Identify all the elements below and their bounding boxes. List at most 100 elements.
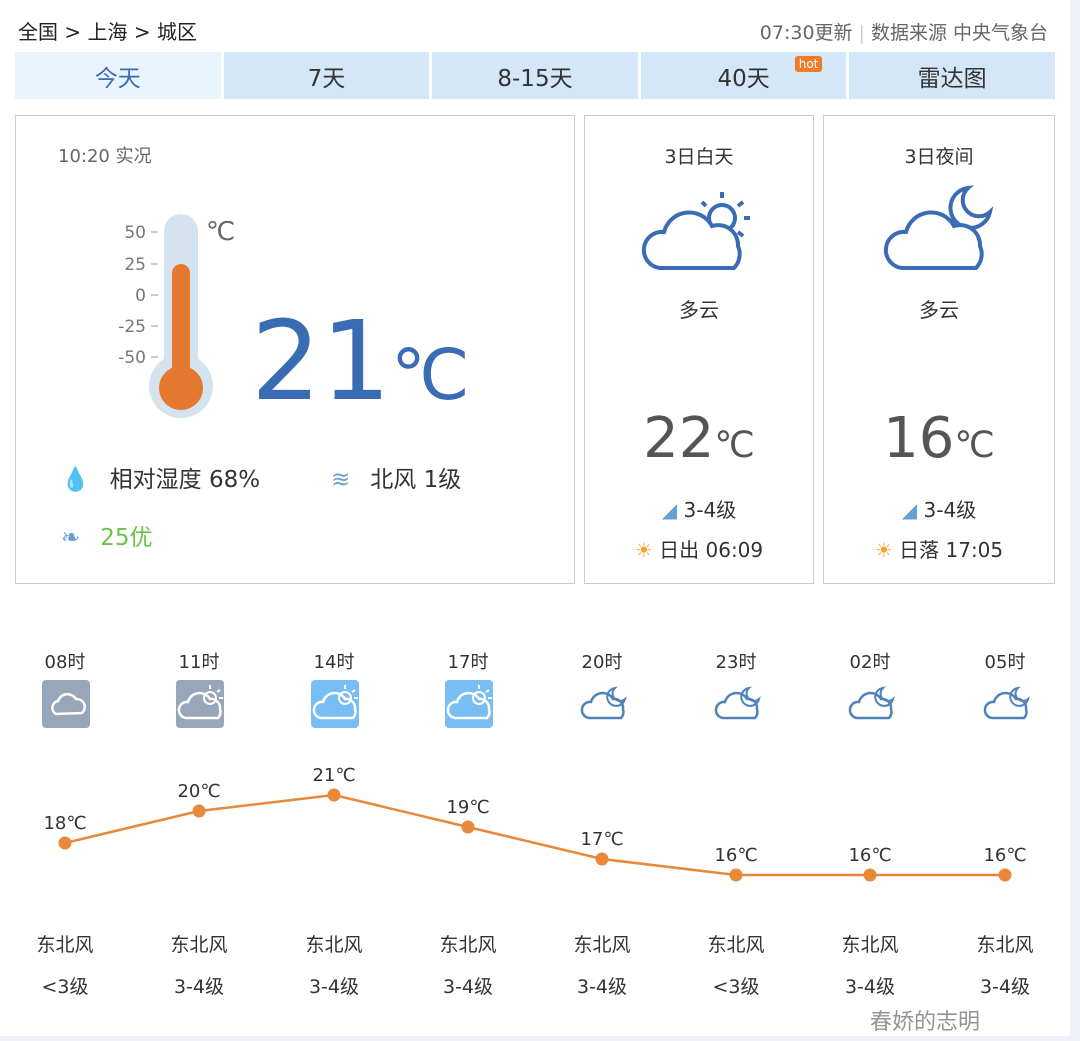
cloudy-night-icon — [848, 686, 895, 720]
temperature-point — [595, 852, 609, 866]
temperature-point — [192, 804, 206, 818]
thermometer-unit: ℃ — [206, 217, 235, 247]
hourly-temperature-chart: 18℃ 20℃ 21℃ 19℃ 17℃ 16℃ 16℃ 16℃ — [43, 765, 1027, 882]
droplet-icon: 💧 — [61, 467, 90, 493]
wind-direction: 东北风 — [439, 934, 497, 956]
temp-value: 22 — [643, 406, 715, 471]
thermometer-icon: 50 25 0 -25 -50 ℃ — [118, 214, 235, 418]
temp-value: 21 — [251, 297, 391, 425]
temperature-label: 20℃ — [177, 781, 220, 802]
tab-40-days[interactable]: 40天 hot — [640, 52, 847, 99]
svg-text:-50: -50 — [118, 348, 146, 368]
temp-unit: ℃ — [954, 425, 995, 466]
hour-label: 23时 — [715, 652, 757, 673]
cloudy-night-icon — [714, 686, 761, 720]
breadcrumb-separator: > — [64, 20, 82, 44]
tab-label: 40天 — [717, 65, 770, 92]
breadcrumb: 全国 > 上海 > 城区 — [18, 16, 197, 45]
hour-label: 17时 — [447, 652, 489, 673]
wind-level: 3-4级 — [576, 976, 628, 998]
cloudy-icon — [42, 680, 90, 728]
wind-direction-arrow-icon: ◢ — [661, 498, 678, 522]
day-wind: ◢ 3-4级 — [585, 494, 813, 523]
wind-direction: 北风 — [370, 467, 417, 493]
sunset: ☀ 日落 17:05 — [824, 534, 1054, 563]
bottom-divider — [0, 1036, 1070, 1041]
sunset-icon: ☀ — [874, 538, 893, 562]
night-temperature: 16℃ — [824, 411, 1054, 467]
temp-value: 16 — [883, 406, 955, 471]
breadcrumb-separator: > — [133, 20, 151, 44]
temperature-point — [327, 788, 341, 802]
wind-direction: 东北风 — [573, 934, 631, 956]
temp-unit: ℃ — [390, 334, 470, 416]
temperature-point — [998, 868, 1012, 882]
temperature-label: 18℃ — [43, 813, 86, 834]
wind-level: 1级 — [423, 467, 462, 493]
temp-unit: ℃ — [714, 425, 755, 466]
wind-direction: 东北风 — [976, 934, 1034, 956]
wind-direction: 东北风 — [707, 934, 765, 956]
wind-level: 3-4级 — [683, 498, 737, 522]
leaf-icon: ❧ — [61, 525, 81, 551]
svg-text:25: 25 — [124, 255, 146, 275]
svg-text:0: 0 — [135, 286, 146, 306]
air-quality[interactable]: ❧ 25优 — [61, 518, 153, 552]
night-title: 3日夜间 — [904, 146, 974, 168]
wind-direction: 东北风 — [170, 934, 228, 956]
temperature-label: 17℃ — [580, 829, 623, 850]
temperature-point — [58, 836, 72, 850]
temperature-label: 16℃ — [983, 845, 1026, 866]
breadcrumb-city[interactable]: 上海 — [87, 20, 128, 44]
partly-cloudy-night-icon — [883, 185, 994, 270]
tab-radar[interactable]: 雷达图 — [849, 52, 1055, 99]
wind-direction: 东北风 — [841, 934, 899, 956]
update-info: 07:30更新 | 数据来源 中央气象台 — [759, 22, 1048, 44]
wind-level: 3-4级 — [923, 498, 977, 522]
data-source: 数据来源 中央气象台 — [870, 22, 1048, 44]
tab-8-15-days[interactable]: 8-15天 — [432, 52, 638, 99]
breadcrumb-district[interactable]: 城区 — [156, 20, 197, 44]
wind-direction: 东北风 — [36, 934, 94, 956]
svg-text:50: 50 — [124, 223, 146, 243]
wind-level: 3-4级 — [844, 976, 896, 998]
day-temperature: 22℃ — [585, 411, 813, 467]
partly-cloudy-blue-icon — [445, 680, 493, 728]
day-weather: 多云 — [679, 298, 719, 322]
breadcrumb-country[interactable]: 全国 — [18, 20, 58, 44]
hot-badge: hot — [794, 56, 823, 72]
cloudy-night-icon — [580, 686, 627, 720]
tab-7-days[interactable]: 7天 — [223, 52, 430, 99]
scrollbar-track[interactable] — [1070, 0, 1080, 1041]
tab-today[interactable]: 今天 — [15, 52, 221, 99]
temperature-label: 21℃ — [312, 765, 355, 786]
temperature-point — [461, 820, 475, 834]
partly-cloudy-day-icon — [641, 192, 750, 270]
hour-label: 14时 — [313, 652, 355, 673]
sunset-time: 日落 17:05 — [899, 538, 1004, 562]
night-forecast-card: 3日夜间 多云 16℃ ◢ 3-4级 ☀ 日落 17:05 — [823, 115, 1055, 584]
observation-time: 10:20 实况 — [58, 146, 152, 167]
hour-label: 05时 — [984, 652, 1026, 673]
night-wind: ◢ 3-4级 — [824, 494, 1054, 523]
hour-label: 20时 — [581, 652, 623, 673]
wind-icon: ≋ — [331, 467, 351, 493]
temperature-label: 16℃ — [714, 845, 757, 866]
current-temperature: 21℃ — [251, 306, 470, 416]
sunrise-icon: ☀ — [634, 538, 653, 562]
aqi-value: 25优 — [100, 525, 153, 551]
temperature-label: 16℃ — [848, 845, 891, 866]
day-forecast-card: 3日白天 多云 22℃ ◢ 3-4级 ☀ 日出 06:09 — [584, 115, 814, 584]
day-title: 3日白天 — [664, 146, 734, 168]
wind-level: 3-4级 — [173, 976, 225, 998]
sunrise-time: 日出 06:09 — [659, 538, 764, 562]
cloudy-night-icon — [983, 686, 1030, 720]
humidity-label: 相对湿度 — [109, 467, 202, 493]
update-time: 07:30更新 — [759, 22, 853, 44]
hour-label: 11时 — [178, 652, 220, 673]
hour-label: 08时 — [44, 652, 86, 673]
temperature-line — [64, 793, 1005, 877]
night-weather: 多云 — [919, 298, 959, 322]
wind-level: <3级 — [712, 976, 760, 998]
humidity: 💧 相对湿度 68% — [61, 460, 260, 494]
